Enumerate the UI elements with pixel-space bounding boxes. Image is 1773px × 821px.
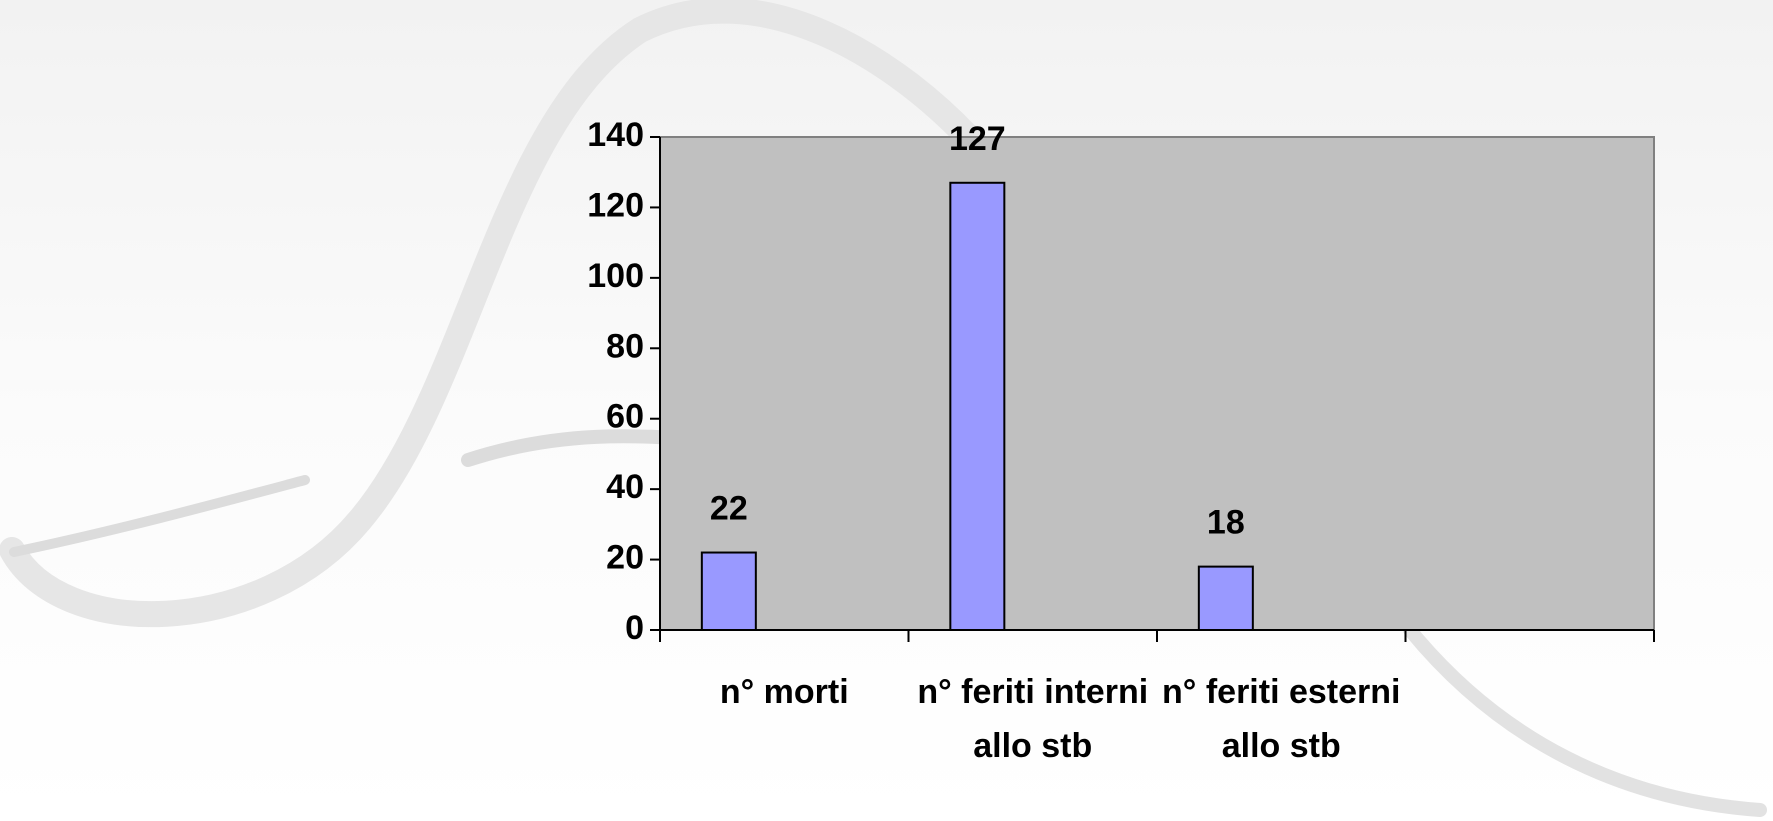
y-tick-label: 40 xyxy=(606,468,644,506)
bar xyxy=(1197,565,1254,631)
y-tick-label: 20 xyxy=(606,539,644,577)
decor-swoosh xyxy=(9,475,310,557)
bar xyxy=(700,551,757,631)
decor-swoosh xyxy=(1403,623,1767,817)
x-tick-label-box: n° feriti esterni allo stb xyxy=(1162,673,1401,765)
y-tick-label: 100 xyxy=(587,257,644,295)
y-tick-label: 60 xyxy=(606,398,644,436)
y-tick-label: 0 xyxy=(625,609,644,647)
x-tick-label-box: n° morti xyxy=(719,673,849,711)
plot-area xyxy=(659,136,1655,631)
data-label: 127 xyxy=(949,120,1006,158)
y-tick-label: 120 xyxy=(587,186,644,224)
bar xyxy=(949,181,1006,631)
x-tick-label: n° feriti interni allo stb xyxy=(917,673,1149,765)
x-tick-label-box: n° feriti interni allo stb xyxy=(917,673,1149,765)
y-tick-label: 140 xyxy=(587,116,644,154)
x-tick-label: n° feriti esterni allo stb xyxy=(1162,673,1401,765)
decor-swoosh xyxy=(0,0,993,628)
x-tick-label: n° morti xyxy=(719,673,849,711)
data-label: 22 xyxy=(710,490,748,528)
y-tick-label: 80 xyxy=(606,327,644,365)
data-label: 18 xyxy=(1207,504,1245,542)
